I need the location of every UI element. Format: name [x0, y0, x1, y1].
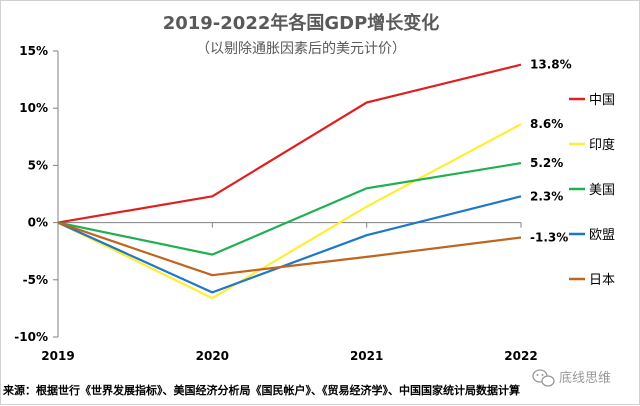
chart-title: 2019-2022年各国GDP增长变化 [163, 12, 440, 34]
legend-label-3: 欧盟 [589, 228, 615, 243]
series-line-1 [57, 123, 522, 300]
series-lines [57, 63, 522, 300]
axes: 15% 10% 5% 0% -5% -10% 2019 2020 2021 2022 [14, 44, 537, 363]
watermark-text: 底线思维 [559, 370, 611, 386]
x-tick-label: 2022 [504, 349, 537, 363]
series-line-3 [57, 195, 522, 294]
y-tick-label: 0% [28, 216, 48, 230]
series-line-2 [57, 162, 522, 256]
legend-label-0: 中国 [589, 93, 615, 108]
series-line-0 [57, 63, 522, 224]
end-label-0: 13.8% [530, 58, 572, 72]
watermark: 底线思维 [532, 369, 611, 387]
end-label-4: -1.3% [530, 230, 568, 244]
series-line-4 [57, 221, 522, 277]
x-tick-label: 2019 [41, 349, 74, 363]
y-tick-label: -10% [14, 330, 48, 344]
y-tick-label: 5% [28, 158, 48, 172]
wechat-icon [532, 369, 555, 387]
y-tick-label: 10% [19, 101, 48, 115]
source-note: 来源：根据世行《世界发展指标》、美国经济分析局《国民帐户》、《贸易经济学》、中国… [2, 383, 520, 397]
y-tick-label: 15% [19, 44, 48, 58]
end-labels: 13.8% 8.6% 5.2% 2.3% -1.3% [530, 58, 572, 245]
x-tick-label: 2020 [196, 349, 229, 363]
end-label-2: 5.2% [530, 156, 563, 170]
end-label-1: 8.6% [530, 117, 563, 131]
x-tick-label: 2021 [350, 349, 383, 363]
chart-subtitle: （以剔除通胀因素后的美元计价） [196, 41, 406, 57]
legend-label-2: 美国 [589, 183, 615, 198]
y-tick-label: -5% [23, 273, 48, 287]
end-label-3: 2.3% [530, 189, 563, 203]
legend-label-1: 印度 [589, 137, 615, 153]
legend-label-4: 日本 [589, 273, 615, 288]
